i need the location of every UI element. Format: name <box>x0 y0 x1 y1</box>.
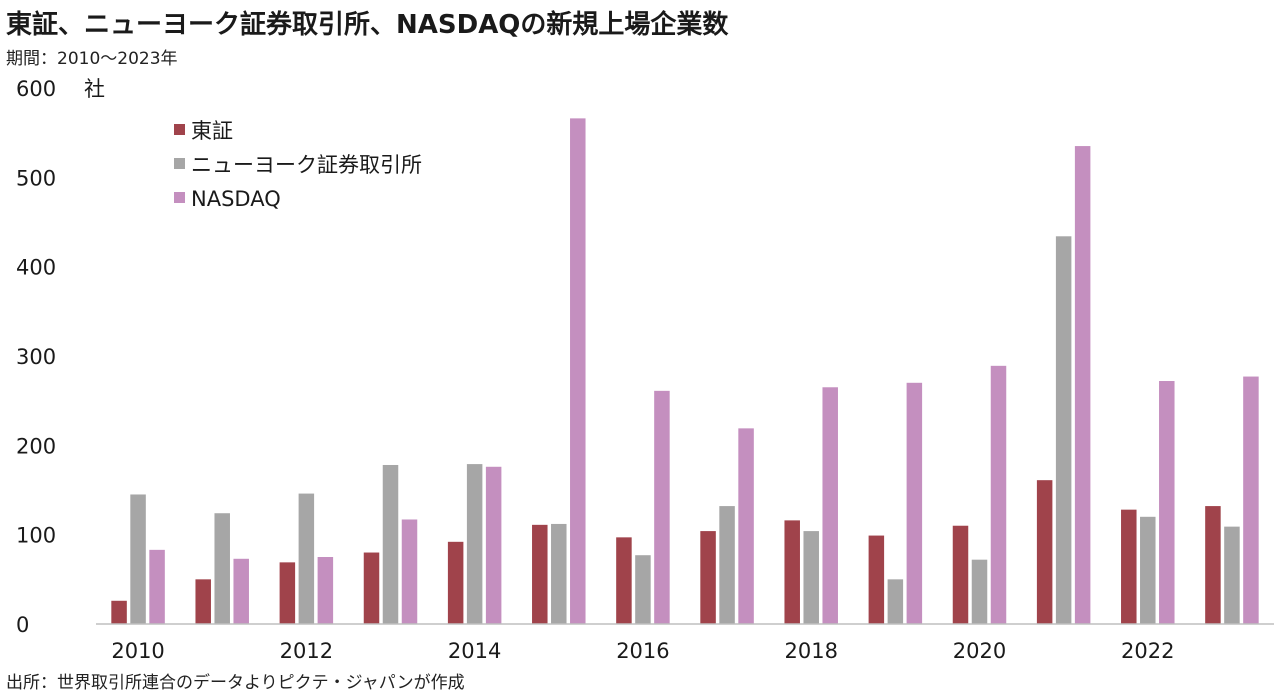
bar-2010-series-2 <box>149 549 165 624</box>
x-tick-label: 2010 <box>111 639 164 663</box>
bar-2019-series-1 <box>887 579 904 624</box>
bar-2016-series-0 <box>616 537 632 624</box>
x-tick-label: 2018 <box>784 639 837 663</box>
bar-2010-series-1 <box>130 494 146 624</box>
bar-2022-series-2 <box>1159 381 1175 624</box>
bar-2022-series-0 <box>1121 509 1137 624</box>
bar-2011-series-0 <box>195 579 211 624</box>
y-tick-label: 300 <box>16 345 56 369</box>
bar-2018-series-1 <box>803 531 819 624</box>
bar-2023-series-0 <box>1205 506 1221 624</box>
y-axis: 0 100 200 300 400 500 600 社 <box>16 77 105 637</box>
bar-2011-series-2 <box>233 558 249 624</box>
chart-subtitle: 期間：2010～2023年 <box>6 49 178 69</box>
bar-2020-series-1 <box>971 559 988 624</box>
bar-2015-series-0 <box>532 524 548 624</box>
bar-2016-series-2 <box>654 390 670 624</box>
source-note: 出所：世界取引所連合のデータよりピクテ・ジャパンが作成 <box>6 673 465 693</box>
bar-marks <box>111 118 1259 625</box>
legend-label: ニューヨーク証券取引所 <box>191 153 422 177</box>
y-axis-unit-label: 社 <box>84 77 105 101</box>
bar-2020-series-2 <box>990 365 1007 624</box>
bar-2021-series-2 <box>1074 146 1091 625</box>
bar-2018-series-2 <box>822 387 838 624</box>
bar-2012-series-0 <box>279 562 296 624</box>
bar-2023-series-1 <box>1224 526 1240 624</box>
bar-2015-series-2 <box>570 118 586 624</box>
bar-2012-series-1 <box>298 493 315 624</box>
bar-2021-series-1 <box>1055 236 1072 624</box>
bar-2019-series-2 <box>906 382 923 624</box>
bar-2022-series-1 <box>1140 516 1156 624</box>
y-tick-label: 600 <box>16 77 56 101</box>
x-tick-label: 2022 <box>1121 639 1174 663</box>
legend-swatch <box>174 124 185 135</box>
y-tick-label: 200 <box>16 434 56 458</box>
bar-2013-series-2 <box>401 519 418 624</box>
x-tick-label: 2012 <box>280 639 333 663</box>
y-tick-label: 400 <box>16 256 56 280</box>
x-tick-label: 2020 <box>953 639 1006 663</box>
bar-2021-series-0 <box>1036 480 1053 624</box>
bar-2016-series-1 <box>635 555 651 624</box>
bar-2023-series-2 <box>1243 376 1259 624</box>
y-tick-label: 0 <box>16 613 29 637</box>
bar-2012-series-2 <box>317 557 334 624</box>
bar-2015-series-1 <box>551 523 567 624</box>
x-tick-label: 2014 <box>448 639 501 663</box>
bar-2017-series-1 <box>719 506 735 624</box>
legend-label: 東証 <box>191 119 233 143</box>
legend-swatch <box>174 192 185 203</box>
bar-2017-series-2 <box>738 428 754 624</box>
x-tick-label: 2016 <box>616 639 669 663</box>
bar-2017-series-0 <box>700 531 716 624</box>
legend-label: NASDAQ <box>191 187 281 211</box>
y-tick-label: 100 <box>16 524 56 548</box>
bar-2014-series-0 <box>447 541 464 624</box>
legend-swatch <box>174 158 185 169</box>
bar-2014-series-1 <box>466 464 483 624</box>
x-axis: 2010 2012 2014 2016 2018 2020 2022 <box>111 639 1174 663</box>
bar-2011-series-1 <box>214 513 230 624</box>
bar-2013-series-0 <box>363 552 380 624</box>
bar-2020-series-0 <box>952 525 969 624</box>
bar-2018-series-0 <box>784 520 800 624</box>
bar-2019-series-0 <box>868 535 885 624</box>
bar-2013-series-1 <box>382 464 399 624</box>
y-tick-label: 500 <box>16 166 56 190</box>
bar-2014-series-2 <box>485 466 502 624</box>
bar-2010-series-0 <box>111 600 127 624</box>
chart-title: 東証、ニューヨーク証券取引所、NASDAQの新規上場企業数 <box>6 10 729 40</box>
